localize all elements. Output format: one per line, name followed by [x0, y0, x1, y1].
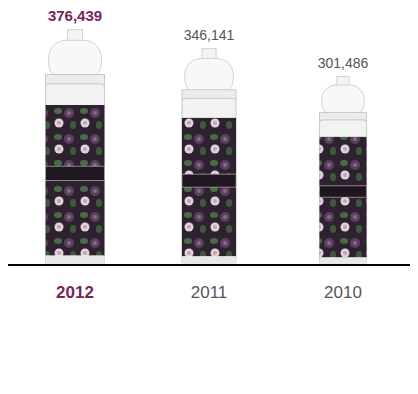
bottle-bar — [46, 30, 105, 265]
data-label: 301,486 — [318, 55, 369, 71]
bottle-bar — [182, 49, 236, 265]
category-label: 2010 — [324, 283, 362, 302]
baseline — [8, 264, 410, 266]
category-label: 2012 — [56, 283, 94, 302]
category-label: 2011 — [191, 283, 228, 302]
bottle-bar — [319, 77, 366, 265]
data-label: 376,439 — [48, 7, 102, 24]
data-label: 346,141 — [184, 27, 235, 43]
chart: 2012 2011 2010 376,439 346,141 301,486 — [0, 0, 418, 394]
